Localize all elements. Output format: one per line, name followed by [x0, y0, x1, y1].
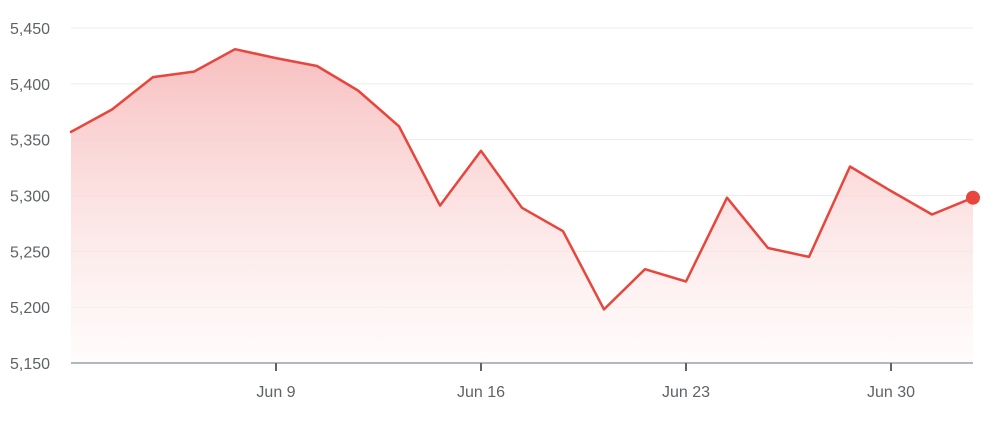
y-tick-label: 5,350 — [10, 133, 50, 150]
series-line — [69, 47, 975, 311]
y-tick-label: 5,450 — [10, 21, 50, 38]
x-axis-ticks: Jun 9 Jun 16 Jun 23 Jun 30 — [256, 363, 915, 401]
y-tick-label: 5,150 — [10, 356, 50, 373]
y-tick-label: 5,400 — [10, 77, 50, 94]
y-tick-label: 5,200 — [10, 300, 50, 317]
y-tick-label: 5,250 — [10, 244, 50, 261]
x-tick-label: Jun 9 — [256, 384, 295, 401]
last-point-marker[interactable] — [966, 190, 980, 205]
x-tick-label: Jun 16 — [457, 384, 505, 401]
y-axis-labels: 5,150 5,200 5,250 5,300 5,350 5,400 5,450 — [10, 21, 50, 373]
x-tick-label: Jun 23 — [662, 384, 710, 401]
x-tick-label: Jun 30 — [867, 384, 915, 401]
series-area — [71, 49, 973, 363]
y-tick-label: 5,300 — [10, 189, 50, 206]
